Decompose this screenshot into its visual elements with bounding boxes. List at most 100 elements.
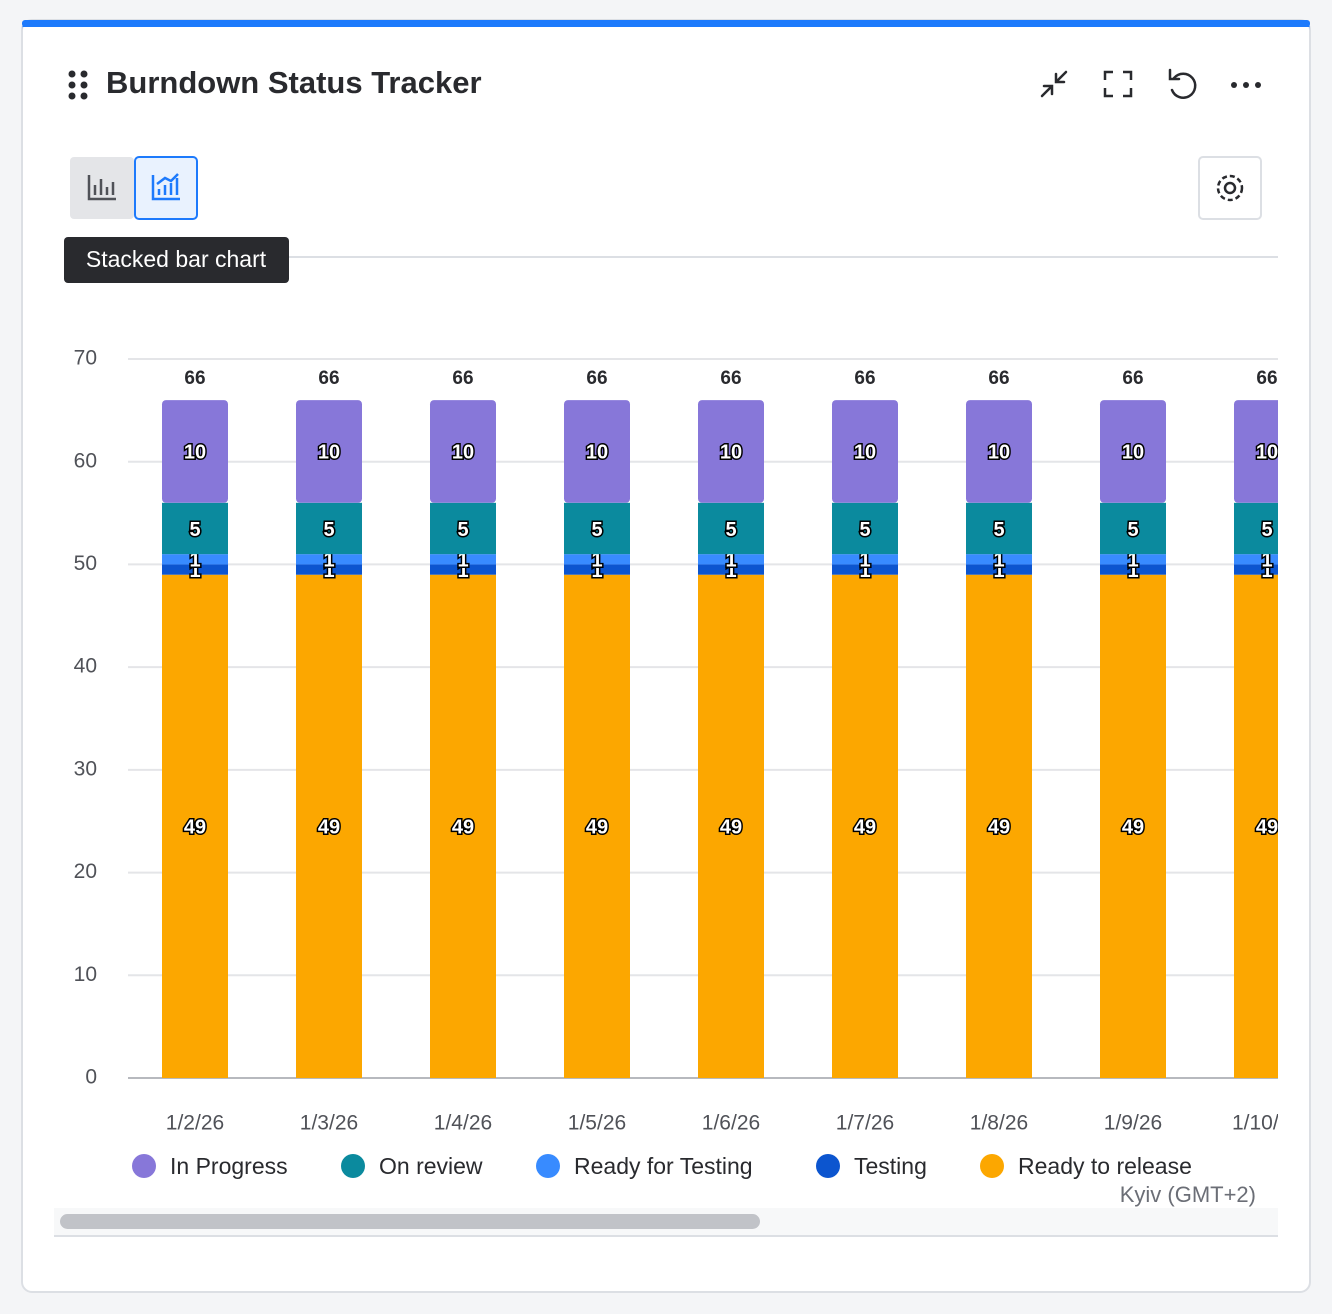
- bar-segment: [296, 400, 362, 503]
- bar-segment: [698, 574, 764, 1078]
- segment-label: 1: [1261, 550, 1272, 572]
- bar-segment: [430, 574, 496, 1078]
- total-label: 66: [1256, 368, 1277, 389]
- total-label: 66: [854, 368, 875, 389]
- refresh-button[interactable]: [1168, 68, 1197, 99]
- segment-label: 1: [457, 560, 468, 582]
- x-tick-label: 1/2/26: [166, 1112, 224, 1135]
- segment-label: 5: [323, 519, 334, 541]
- bar-segment: [832, 564, 898, 575]
- bar-segment: [966, 554, 1032, 565]
- segment-label: 5: [1127, 519, 1138, 541]
- legend-item[interactable]: In Progress: [132, 1153, 288, 1179]
- segment-label: 10: [318, 442, 340, 464]
- segment-label: 49: [452, 817, 474, 839]
- legend-item[interactable]: Testing: [816, 1153, 927, 1179]
- total-label: 66: [184, 368, 205, 389]
- bar-segment: [296, 574, 362, 1078]
- bar-segment: [162, 564, 228, 575]
- y-tick-label: 10: [74, 963, 97, 986]
- segment-label: 1: [859, 560, 870, 582]
- x-tick-label: 1/6/26: [702, 1112, 760, 1135]
- segment-label: 49: [586, 817, 608, 839]
- segment-label: 49: [184, 817, 206, 839]
- legend-item[interactable]: On review: [341, 1153, 483, 1179]
- bar-segment: [430, 554, 496, 565]
- settings-icon: [1216, 174, 1244, 202]
- segment-label: 49: [318, 817, 340, 839]
- bar-segment: [698, 554, 764, 565]
- total-label: 66: [318, 368, 339, 389]
- segment-label: 1: [323, 550, 334, 572]
- segment-label: 5: [993, 519, 1004, 541]
- collapse-button[interactable]: [1040, 70, 1068, 98]
- y-tick-label: 30: [74, 757, 97, 780]
- bar-segment: [966, 400, 1032, 503]
- segment-label: 5: [189, 519, 200, 541]
- legend-swatch: [341, 1154, 365, 1178]
- bar-segment: [966, 564, 1032, 575]
- bar-segment: [564, 554, 630, 565]
- legend-item[interactable]: Ready for Testing: [536, 1153, 753, 1179]
- plot-area: 0102030405060701/2/264911510661/3/264911…: [74, 347, 1302, 1179]
- more-button[interactable]: [1231, 82, 1261, 88]
- bar-segment: [1234, 502, 1278, 555]
- segment-label: 49: [854, 817, 876, 839]
- segment-label: 49: [720, 817, 742, 839]
- segment-label: 1: [725, 550, 736, 572]
- widget-title: Burndown Status Tracker: [106, 65, 482, 100]
- bar-chart-icon: [87, 175, 116, 201]
- legend-label: Ready to release: [1018, 1153, 1192, 1179]
- bar-segment: [966, 502, 1032, 555]
- total-label: 66: [1122, 368, 1143, 389]
- bar-segment: [1100, 554, 1166, 565]
- bar-segment: [698, 502, 764, 555]
- segment-label: 1: [591, 550, 602, 572]
- legend-label: Ready for Testing: [574, 1153, 753, 1179]
- bar-segment: [832, 502, 898, 555]
- bar-segment: [1100, 564, 1166, 575]
- segment-label: 10: [184, 442, 206, 464]
- fullscreen-button[interactable]: [1103, 70, 1133, 98]
- bar-segment: [162, 554, 228, 565]
- legend-item[interactable]: Ready to release: [980, 1153, 1192, 1179]
- legend-swatch: [980, 1154, 1004, 1178]
- bar-segment: [1100, 400, 1166, 503]
- segment-label: 1: [725, 560, 736, 582]
- segment-label: 5: [859, 519, 870, 541]
- bar-segment: [430, 564, 496, 575]
- x-tick-label: 1/10/26: [1232, 1112, 1302, 1135]
- settings-button[interactable]: [1198, 156, 1262, 220]
- bar-segment: [162, 574, 228, 1078]
- segment-label: 49: [1256, 817, 1278, 839]
- y-tick-label: 40: [74, 655, 97, 678]
- bar-segment: [564, 502, 630, 555]
- scrollbar-thumb[interactable]: [60, 1214, 760, 1229]
- bar-segment: [698, 400, 764, 503]
- segment-label: 10: [452, 442, 474, 464]
- x-tick-label: 1/3/26: [300, 1112, 358, 1135]
- segment-label: 10: [1256, 442, 1278, 464]
- stacked-chart-icon: [151, 173, 180, 201]
- segment-label: 5: [591, 519, 602, 541]
- card-accent-bar: [22, 20, 1310, 27]
- y-tick-label: 50: [74, 552, 97, 575]
- bar-segment: [832, 400, 898, 503]
- bar-segment: [430, 400, 496, 503]
- bar-segment: [1100, 574, 1166, 1078]
- drag-handle[interactable]: [68, 70, 88, 100]
- legend-swatch: [132, 1154, 156, 1178]
- segment-label: 10: [586, 442, 608, 464]
- segment-label: 1: [1261, 560, 1272, 582]
- bar-segment: [296, 554, 362, 565]
- segment-label: 5: [725, 519, 736, 541]
- total-label: 66: [720, 368, 741, 389]
- tooltip: [64, 237, 289, 283]
- segment-label: 1: [457, 550, 468, 572]
- legend-swatch: [536, 1154, 560, 1178]
- segment-label: 10: [988, 442, 1010, 464]
- y-tick-label: 60: [74, 449, 97, 472]
- x-tick-label: 1/9/26: [1104, 1112, 1162, 1135]
- bar-segment: [430, 502, 496, 555]
- timezone: Kyiv (GMT+2): [1120, 1182, 1256, 1207]
